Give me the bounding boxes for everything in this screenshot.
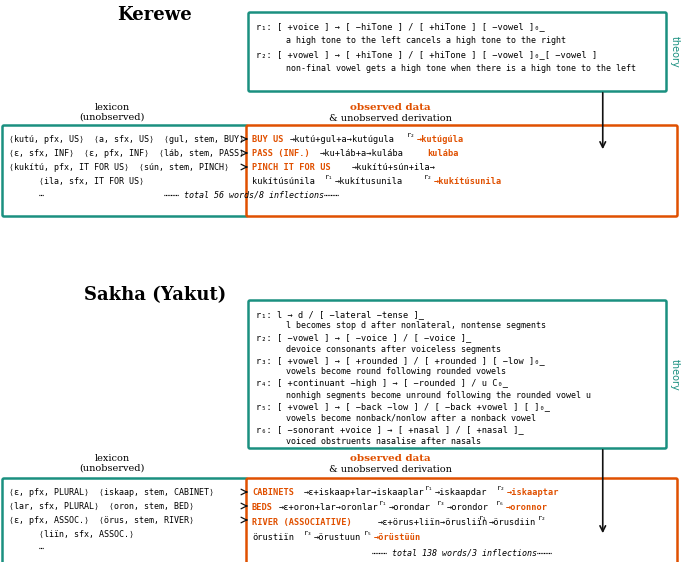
Text: ⟨liïn, sfx, ASSOC.⟩: ⟨liïn, sfx, ASSOC.⟩ <box>9 530 134 539</box>
Text: r₂: [ −vowel ] → [ −voice ] / [ −voice ]_: r₂: [ −vowel ] → [ −voice ] / [ −voice ]… <box>256 333 471 342</box>
Text: r₂: r₂ <box>407 132 416 138</box>
Text: CABINETS: CABINETS <box>252 488 294 497</box>
Text: non-final vowel gets a high tone when there is a high tone to the left: non-final vowel gets a high tone when th… <box>256 64 636 73</box>
Text: r₁: [ +voice ] → [ −hiTone ] / [ +hiTone ] [ −vowel ]₀_: r₁: [ +voice ] → [ −hiTone ] / [ +hiTone… <box>256 22 545 31</box>
Text: ⟨lar, sfx, PLURAL⟩  ⟨oron, stem, BED⟩: ⟨lar, sfx, PLURAL⟩ ⟨oron, stem, BED⟩ <box>9 502 194 511</box>
Text: lexicon: lexicon <box>95 103 129 112</box>
Text: r₁: l → d / [ −lateral −tense ]_: r₁: l → d / [ −lateral −tense ]_ <box>256 310 424 319</box>
Text: →örusdiin: →örusdiin <box>489 518 536 527</box>
Text: ⟨ila, sfx, IT FOR US⟩: ⟨ila, sfx, IT FOR US⟩ <box>9 177 144 186</box>
Text: r₁: r₁ <box>479 515 488 521</box>
Text: theory: theory <box>670 36 680 68</box>
Text: →ku+láb+a→kulába: →ku+láb+a→kulába <box>320 149 404 158</box>
Text: r₃: r₃ <box>304 530 312 536</box>
Text: ⋯⋯⋯ total 138 words/3 inflections⋯⋯⋯: ⋯⋯⋯ total 138 words/3 inflections⋯⋯⋯ <box>372 548 552 557</box>
Text: observed data: observed data <box>349 454 430 463</box>
Text: r₅: r₅ <box>364 530 373 536</box>
Text: observed data: observed data <box>349 103 430 112</box>
Text: →kukítúsunila: →kukítúsunila <box>434 177 502 186</box>
Text: ⋯: ⋯ <box>9 544 44 553</box>
Text: →kutúgúla: →kutúgúla <box>417 135 464 144</box>
Text: voiced obstruents nasalise after nasals: voiced obstruents nasalise after nasals <box>256 437 481 446</box>
Text: BEDS: BEDS <box>252 503 273 512</box>
Text: ⟨ε, pfx, PLURAL⟩  ⟨iskaap, stem, CABINET⟩: ⟨ε, pfx, PLURAL⟩ ⟨iskaap, stem, CABINET⟩ <box>9 488 214 497</box>
Text: →ε+örus+liïn→örusliïn: →ε+örus+liïn→örusliïn <box>378 518 488 527</box>
Text: l becomes stop d after nonlateral, nontense segments: l becomes stop d after nonlateral, nonte… <box>256 321 546 330</box>
Text: & unobserved derivation: & unobserved derivation <box>329 465 451 474</box>
FancyBboxPatch shape <box>247 125 677 216</box>
FancyBboxPatch shape <box>3 125 247 216</box>
Text: r₅: [ +vowel ] → [ −back −low ] / [ −back +vowel ] [ ]₀_: r₅: [ +vowel ] → [ −back −low ] / [ −bac… <box>256 402 550 411</box>
Text: →ε+iskaap+lar→iskaaplar: →ε+iskaap+lar→iskaaplar <box>304 488 425 497</box>
Text: →ε+oron+lar→oronlar: →ε+oron+lar→oronlar <box>279 503 379 512</box>
Text: →örustuun: →örustuun <box>314 533 361 542</box>
Text: r₆: [ −sonorant +voice ] → [ +nasal ] / [ +nasal ]_: r₆: [ −sonorant +voice ] → [ +nasal ] / … <box>256 425 524 434</box>
FancyBboxPatch shape <box>3 478 247 562</box>
Text: →örüstüün: →örüstüün <box>374 533 421 542</box>
Text: →orondor: →orondor <box>447 503 489 512</box>
Text: theory: theory <box>670 359 680 391</box>
Text: r₃: [ +vowel ] → [ +rounded ] / [ +rounded ] [ −low ]₀_: r₃: [ +vowel ] → [ +rounded ] / [ +round… <box>256 356 545 365</box>
Text: →iskaapdar: →iskaapdar <box>435 488 488 497</box>
Text: r₂: r₂ <box>424 174 432 180</box>
Text: r₃: r₃ <box>437 500 445 506</box>
FancyBboxPatch shape <box>249 12 667 92</box>
Text: r₄: [ +continuant −high ] → [ −rounded ] / u C₀_: r₄: [ +continuant −high ] → [ −rounded ]… <box>256 379 508 388</box>
Text: PINCH IT FOR US: PINCH IT FOR US <box>252 163 331 172</box>
Text: r₂: [ +vowel ] → [ +hiTone ] / [ +hiTone ] [ −vowel ]₀_[ −vowel ]: r₂: [ +vowel ] → [ +hiTone ] / [ +hiTone… <box>256 50 597 59</box>
Text: r₆: r₆ <box>496 500 504 506</box>
Text: (unobserved): (unobserved) <box>79 464 145 473</box>
Text: vowels become round following rounded vowels: vowels become round following rounded vo… <box>256 368 506 377</box>
Text: →oronnor: →oronnor <box>506 503 548 512</box>
Text: nonhigh segments become unround following the rounded vowel u: nonhigh segments become unround followin… <box>256 391 591 400</box>
Text: ⟨ε, pfx, ASSOC.⟩  ⟨örus, stem, RIVER⟩: ⟨ε, pfx, ASSOC.⟩ ⟨örus, stem, RIVER⟩ <box>9 516 194 525</box>
Text: r₁: r₁ <box>325 174 334 180</box>
Text: ⟨ε, sfx, INF⟩  ⟨ε, pfx, INF⟩  ⟨láb, stem, PASS⟩: ⟨ε, sfx, INF⟩ ⟨ε, pfx, INF⟩ ⟨láb, stem, … <box>9 149 244 158</box>
Text: a high tone to the left cancels a high tone to the right: a high tone to the left cancels a high t… <box>256 36 566 45</box>
Text: RIVER (ASSOCIATIVE): RIVER (ASSOCIATIVE) <box>252 518 352 527</box>
FancyBboxPatch shape <box>249 301 667 448</box>
Text: →kukítú+sún+ila→: →kukítú+sún+ila→ <box>352 163 436 172</box>
Text: kukítúsúnila: kukítúsúnila <box>252 177 315 186</box>
Text: →kutú+gul+a→kutúgula: →kutú+gul+a→kutúgula <box>290 135 395 144</box>
Text: BUY US: BUY US <box>252 135 284 144</box>
Text: r₂: r₂ <box>497 485 506 491</box>
Text: Kerewe: Kerewe <box>118 6 192 24</box>
Text: ⋯: ⋯ <box>9 191 44 200</box>
Text: ⟨kutú, pfx, US⟩  ⟨a, sfx, US⟩  ⟨gul, stem, BUY⟩: ⟨kutú, pfx, US⟩ ⟨a, sfx, US⟩ ⟨gul, stem,… <box>9 135 244 144</box>
Text: →orondar: →orondar <box>389 503 431 512</box>
Text: & unobserved derivation: & unobserved derivation <box>329 114 451 123</box>
Text: PASS (INF.): PASS (INF.) <box>252 149 310 158</box>
FancyBboxPatch shape <box>247 478 677 562</box>
Text: r₁: r₁ <box>379 500 388 506</box>
Text: (unobserved): (unobserved) <box>79 113 145 122</box>
Text: devoice consonants after voiceless segments: devoice consonants after voiceless segme… <box>256 345 501 353</box>
Text: örustiïn: örustiïn <box>252 533 294 542</box>
Text: ⋯⋯⋯ total 56 words/8 inflections⋯⋯⋯: ⋯⋯⋯ total 56 words/8 inflections⋯⋯⋯ <box>164 191 340 200</box>
Text: r₂: r₂ <box>538 515 547 521</box>
Text: →kukítusunila: →kukítusunila <box>335 177 403 186</box>
Text: lexicon: lexicon <box>95 454 129 463</box>
Text: r₁: r₁ <box>425 485 434 491</box>
Text: vowels become nonback/nonlow after a nonback vowel: vowels become nonback/nonlow after a non… <box>256 414 536 423</box>
Text: Sakha (Yakut): Sakha (Yakut) <box>84 286 226 304</box>
Text: →iskaaptar: →iskaaptar <box>507 488 560 497</box>
Text: ⟨kukítú, pfx, IT FOR US⟩  ⟨sún, stem, PINCH⟩: ⟨kukítú, pfx, IT FOR US⟩ ⟨sún, stem, PIN… <box>9 163 229 172</box>
Text: kulába: kulába <box>427 149 458 158</box>
